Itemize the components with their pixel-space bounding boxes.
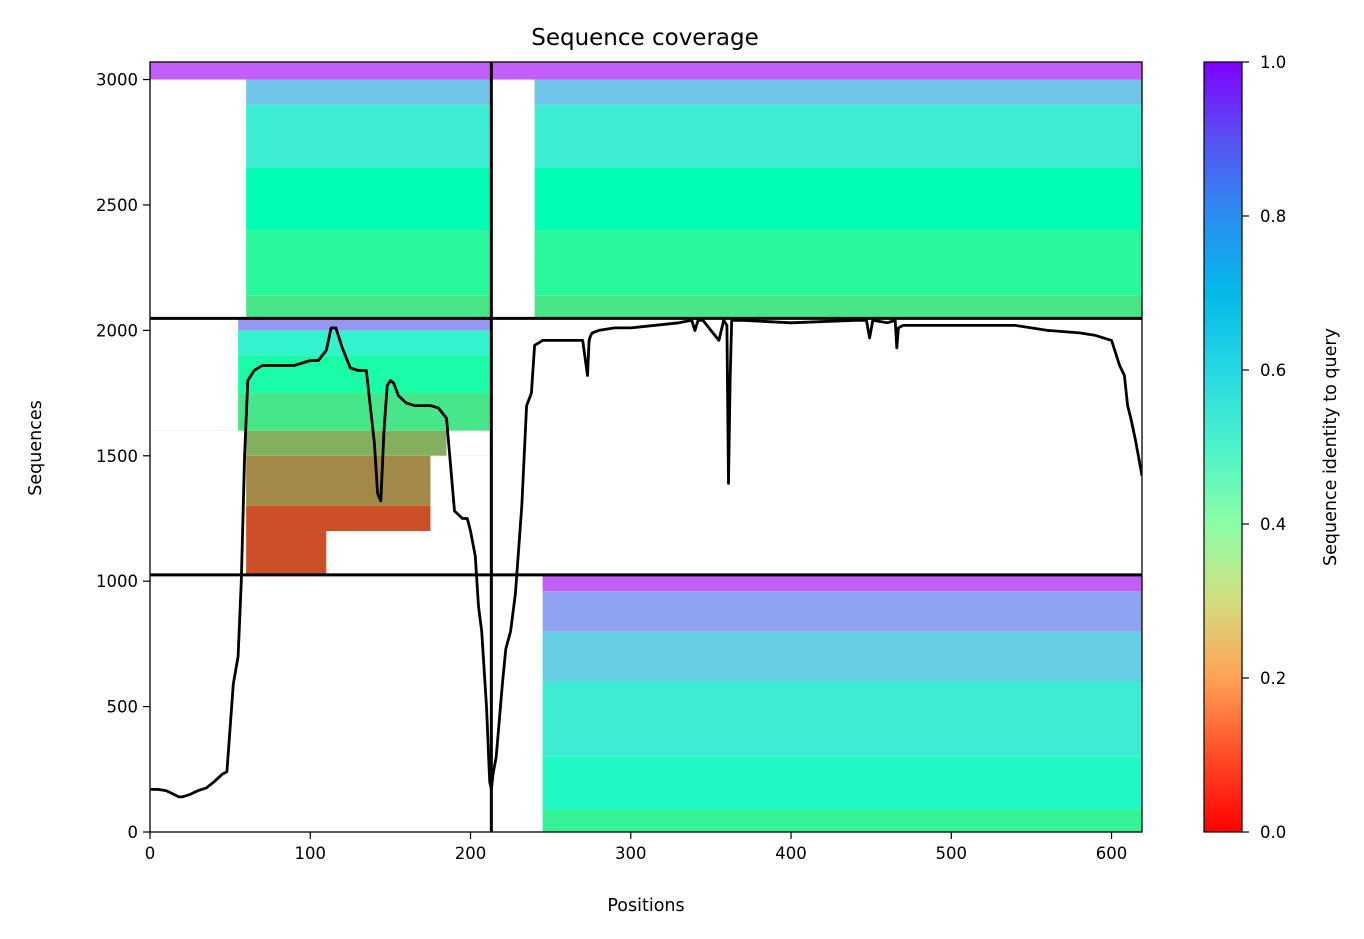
- plot-frame: [149, 61, 1143, 833]
- empty-block-middle-right: [491, 318, 1142, 575]
- unaligned-gap: [150, 430, 247, 575]
- colorbar-label: Sequence identity to query: [1321, 328, 1341, 566]
- colorbar-tick-label: 0.6: [1260, 361, 1286, 380]
- x-axis-ticks: 0 100 200 300 400 500 600: [145, 832, 1128, 863]
- empty-block-bottom-left: [150, 574, 492, 832]
- colorbar: 0.0 0.2 0.4 0.6 0.8 1.0 Sequence identity to …: [1203, 53, 1341, 842]
- colorbar-tick-label: 0.2: [1260, 669, 1286, 688]
- unaligned-gap: [491, 79, 535, 319]
- heatmap-band-bottom-right: [491, 631, 1142, 682]
- heatmap-band-top-right: [491, 104, 1142, 168]
- heatmap-band-bottom-right: [491, 574, 1142, 592]
- x-tick-label: 0: [145, 844, 156, 863]
- x-tick-label: 500: [936, 844, 968, 863]
- coverage-line: [150, 318, 1142, 799]
- unaligned-gap: [491, 574, 543, 832]
- coverage-heatmap: [150, 62, 1142, 832]
- colorbar-gradient: [1203, 61, 1243, 833]
- x-tick-label: 300: [615, 844, 647, 863]
- x-tick-label: 100: [295, 844, 327, 863]
- heatmap-band-top-right: [491, 167, 1142, 231]
- y-tick-label: 1000: [96, 572, 138, 591]
- colorbar-tick-label: 0.8: [1260, 207, 1286, 226]
- chart-title: Sequence coverage: [531, 25, 759, 51]
- unaligned-gap: [150, 318, 239, 431]
- colorbar-ticks: 0.0 0.2 0.4 0.6 0.8 1.0: [1242, 53, 1286, 842]
- heatmap-band-top-right: [491, 79, 1142, 105]
- y-tick-label: 1500: [96, 447, 138, 466]
- y-tick-label: 3000: [96, 71, 138, 90]
- heatmap-band-bottom-right: [491, 681, 1142, 757]
- heatmap-band-top-left: [150, 62, 492, 80]
- unaligned-gap: [326, 531, 492, 575]
- coverage-line-path: [150, 318, 1142, 799]
- unaligned-gap: [150, 79, 247, 319]
- y-axis-label: Sequences: [26, 400, 46, 495]
- x-axis-label: Positions: [607, 896, 684, 916]
- heatmap-band-bottom-right: [491, 591, 1142, 632]
- x-tick-label: 200: [455, 844, 487, 863]
- colorbar-tick-label: 0.4: [1260, 515, 1286, 534]
- colorbar-tick-label: 0.0: [1260, 823, 1286, 842]
- heatmap-band-bottom-right: [491, 756, 1142, 810]
- heatmap-band-top-right: [491, 62, 1142, 80]
- y-tick-label: 2000: [96, 321, 138, 340]
- heatmap-band-top-right: [491, 230, 1142, 296]
- x-tick-label: 400: [775, 844, 807, 863]
- block-dividers: [150, 62, 1142, 832]
- x-tick-label: 600: [1096, 844, 1128, 863]
- unaligned-gap: [430, 455, 492, 532]
- heatmap-band-bottom-right: [491, 809, 1142, 832]
- heatmap-band-top-right: [491, 295, 1142, 319]
- y-axis-ticks: 0 500 1000 1500 2000 2500 3000: [96, 71, 150, 842]
- colorbar-tick-label: 1.0: [1260, 53, 1286, 72]
- y-tick-label: 500: [107, 698, 139, 717]
- y-tick-label: 2500: [96, 196, 138, 215]
- y-tick-label: 0: [128, 823, 139, 842]
- unaligned-gap: [446, 430, 492, 456]
